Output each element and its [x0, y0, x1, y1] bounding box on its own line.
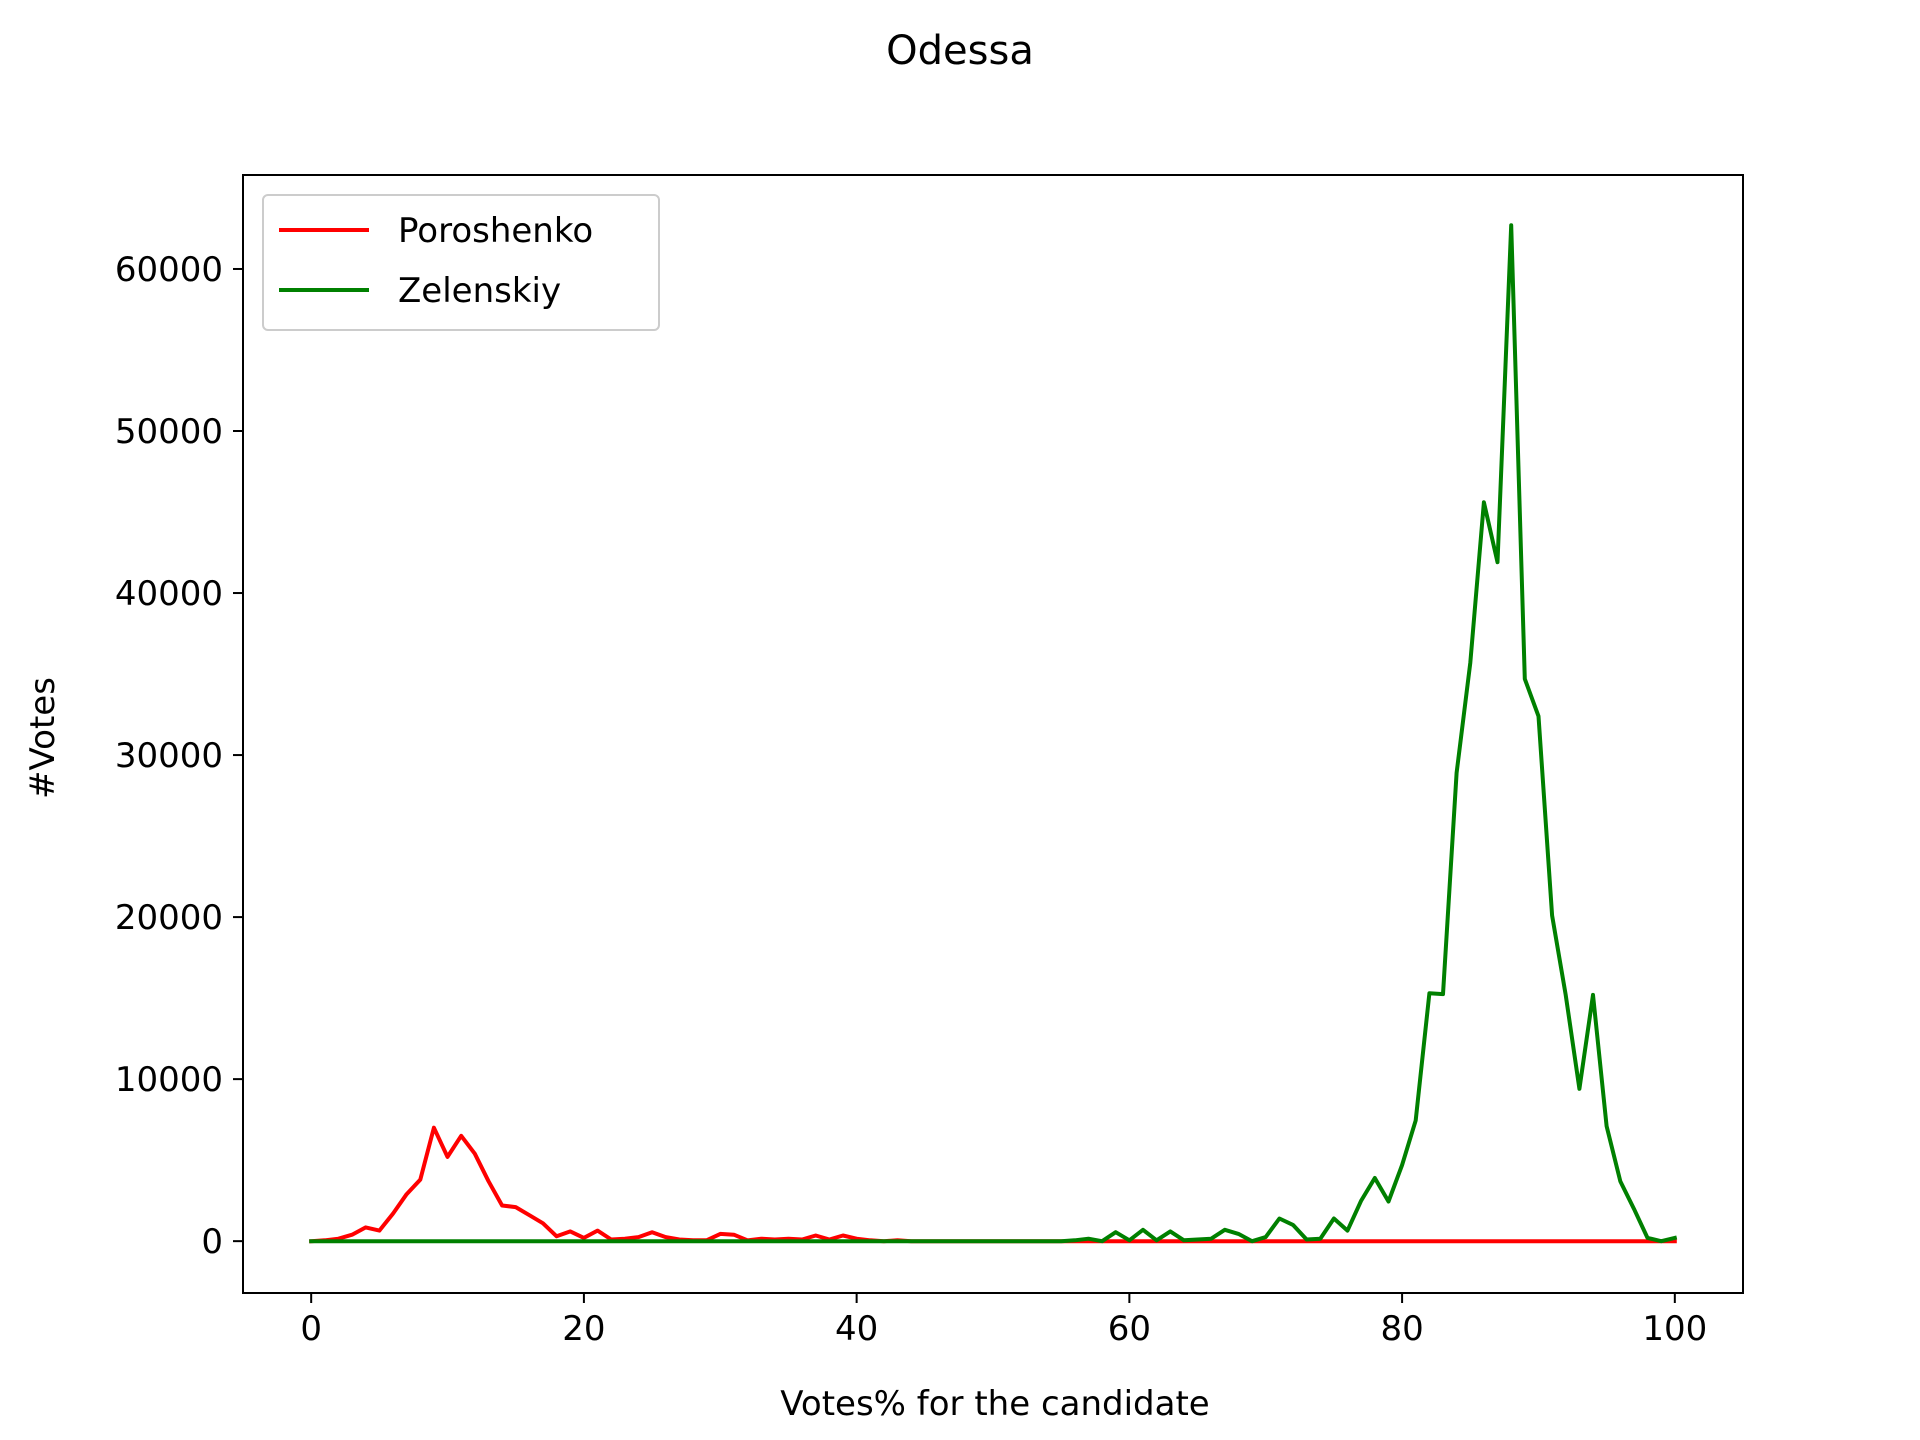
y-tick-label: 40000 — [115, 574, 223, 614]
y-tick-label: 0 — [201, 1222, 223, 1262]
series-line-zelenskiy — [309, 223, 1678, 1244]
legend-label-zelenskiy: Zelenskiy — [398, 271, 561, 311]
x-tick-label: 60 — [1108, 1309, 1151, 1349]
x-tick-label: 40 — [835, 1309, 878, 1349]
axes-frame — [242, 174, 1744, 1294]
plot-area — [242, 174, 1744, 1294]
y-axis-ticks: 0 10000 20000 30000 40000 50000 60000 — [115, 250, 243, 1262]
y-tick-label: 30000 — [115, 736, 223, 776]
y-tick-label: 50000 — [115, 412, 223, 452]
legend-label-poroshenko: Poroshenko — [398, 211, 593, 251]
legend: Poroshenko Zelenskiy — [262, 194, 660, 331]
y-axis-label: #Votes — [23, 677, 63, 799]
y-tick-label: 60000 — [115, 250, 223, 290]
y-tick-label: 10000 — [115, 1060, 223, 1100]
x-tick-label: 80 — [1380, 1309, 1423, 1349]
x-tick-label: 0 — [300, 1309, 322, 1349]
x-axis-label: Votes% for the candidate — [780, 1384, 1209, 1424]
x-axis-ticks: 0 20 40 60 80 100 — [300, 1293, 1707, 1349]
y-tick-label: 20000 — [115, 898, 223, 938]
chart-title: Odessa — [886, 28, 1034, 74]
x-tick-label: 20 — [562, 1309, 605, 1349]
x-tick-label: 100 — [1642, 1309, 1707, 1349]
